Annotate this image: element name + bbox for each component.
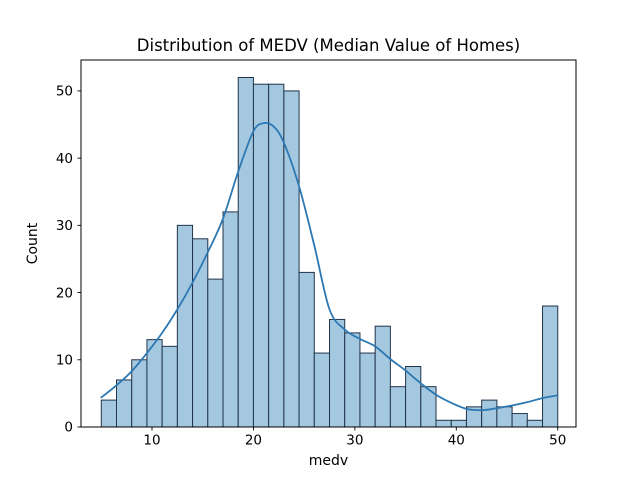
x-tick-label: 50 — [549, 433, 566, 449]
histogram-bar — [207, 278, 224, 428]
histogram-bar — [526, 419, 544, 428]
histogram-bar — [450, 419, 467, 428]
histogram-bar — [100, 399, 118, 428]
histogram-bar — [389, 386, 407, 428]
histogram-bar — [359, 352, 376, 428]
y-axis-label: Count — [25, 222, 41, 264]
histogram-bar — [237, 76, 254, 428]
y-tick-label: 40 — [56, 151, 73, 167]
histogram-bar — [222, 211, 239, 428]
bars-layer — [100, 76, 559, 428]
histogram-bar — [298, 271, 315, 428]
x-tick-label: 10 — [143, 433, 160, 449]
kde-curve — [100, 122, 559, 412]
y-tick-label: 30 — [56, 218, 73, 234]
histogram-bar — [283, 90, 300, 428]
histogram-bar — [542, 305, 559, 428]
histogram-bar — [146, 339, 163, 428]
histogram-bar — [511, 413, 528, 428]
histogram-bar — [161, 345, 178, 428]
histogram-bar — [116, 379, 133, 428]
y-tick-label: 50 — [56, 84, 73, 100]
ticks-layer: 10 20 30 40 50 0 10 20 30 40 50 — [56, 84, 567, 449]
x-axis-label: medv — [309, 453, 348, 469]
histogram-bar — [176, 224, 194, 428]
x-tick-label: 20 — [245, 433, 262, 449]
histogram-bar — [374, 325, 391, 428]
x-tick-label: 30 — [346, 433, 363, 449]
histogram-bar — [435, 419, 452, 428]
histogram-bar — [496, 406, 513, 428]
x-tick-label: 40 — [448, 433, 465, 449]
histogram-bar — [252, 83, 270, 428]
histogram-bar — [344, 332, 361, 428]
histogram-bar — [329, 318, 346, 428]
histogram-bar — [313, 352, 331, 428]
histogram-bar — [268, 83, 285, 428]
histogram-bar — [481, 399, 498, 428]
chart-title: Distribution of MEDV (Median Value of Ho… — [137, 36, 520, 55]
histogram-bar — [405, 366, 422, 428]
y-tick-label: 10 — [56, 353, 73, 369]
axes-spines — [80, 59, 577, 428]
y-tick-label: 0 — [64, 420, 73, 436]
y-tick-label: 20 — [56, 285, 73, 301]
